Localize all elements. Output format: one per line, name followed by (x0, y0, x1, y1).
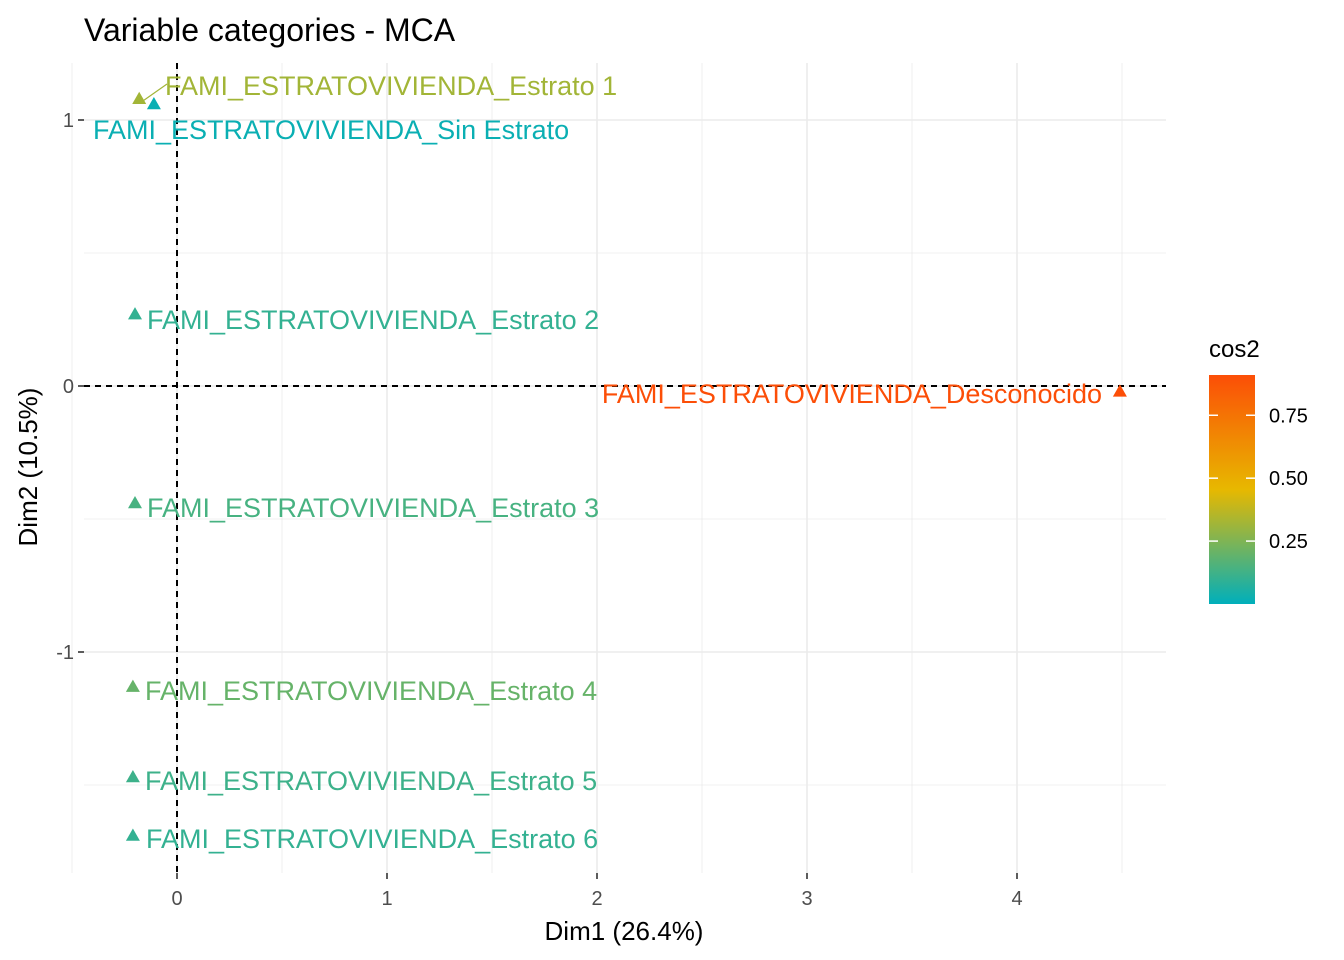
y-tick-label: -1 (56, 642, 74, 664)
data-points (125, 91, 1127, 841)
x-axis-title: Dim1 (26.4%) (545, 916, 704, 946)
x-tick-label: 2 (591, 888, 602, 910)
data-point (128, 496, 142, 509)
x-tick-label: 0 (171, 888, 182, 910)
data-point (146, 97, 161, 110)
point-label: FAMI_ESTRATOVIVIENDA_Estrato 6 (146, 824, 598, 854)
x-tick-label: 3 (801, 888, 812, 910)
data-point (1112, 384, 1127, 397)
x-axis-ticks: 0 1 2 3 4 (171, 873, 1023, 910)
point-label: FAMI_ESTRATOVIVIENDA_Sin Estrato (93, 115, 569, 145)
data-point (128, 307, 142, 320)
y-axis-title: Dim2 (10.5%) (13, 388, 43, 547)
point-labels: FAMI_ESTRATOVIVIENDA_Estrato 1 FAMI_ESTRA… (93, 71, 1102, 854)
y-axis-ticks: -1 0 1 (56, 110, 84, 664)
legend-colorbar (1209, 375, 1255, 604)
point-label: FAMI_ESTRATOVIVIENDA_Estrato 5 (145, 766, 597, 796)
y-tick-label: 0 (63, 376, 74, 398)
grid (71, 63, 1166, 873)
point-label: FAMI_ESTRATOVIVIENDA_Desconocido (602, 379, 1102, 409)
reference-lines (84, 63, 1166, 873)
point-label: FAMI_ESTRATOVIVIENDA_Estrato 3 (147, 493, 599, 523)
x-tick-label: 1 (381, 888, 392, 910)
data-point (125, 679, 140, 692)
data-point (125, 828, 140, 841)
legend-tick-label: 0.25 (1269, 531, 1308, 553)
legend-tick-label: 0.75 (1269, 405, 1308, 427)
chart-title: Variable categories - MCA (84, 12, 456, 48)
y-tick-label: 1 (63, 110, 74, 132)
legend-title: cos2 (1209, 336, 1260, 363)
point-label: FAMI_ESTRATOVIVIENDA_Estrato 2 (147, 305, 599, 335)
label-leader-line (142, 83, 168, 102)
data-point (132, 91, 147, 104)
legend-ticks: 0.25 0.50 0.75 (1209, 405, 1308, 553)
point-label: FAMI_ESTRATOVIVIENDA_Estrato 4 (145, 676, 597, 706)
x-tick-label: 4 (1011, 888, 1022, 910)
cos2-legend: cos2 0.25 0.50 0.75 (1209, 336, 1308, 604)
legend-tick-label: 0.50 (1269, 468, 1308, 490)
point-label: FAMI_ESTRATOVIVIENDA_Estrato 1 (165, 71, 617, 101)
data-point (125, 770, 140, 783)
